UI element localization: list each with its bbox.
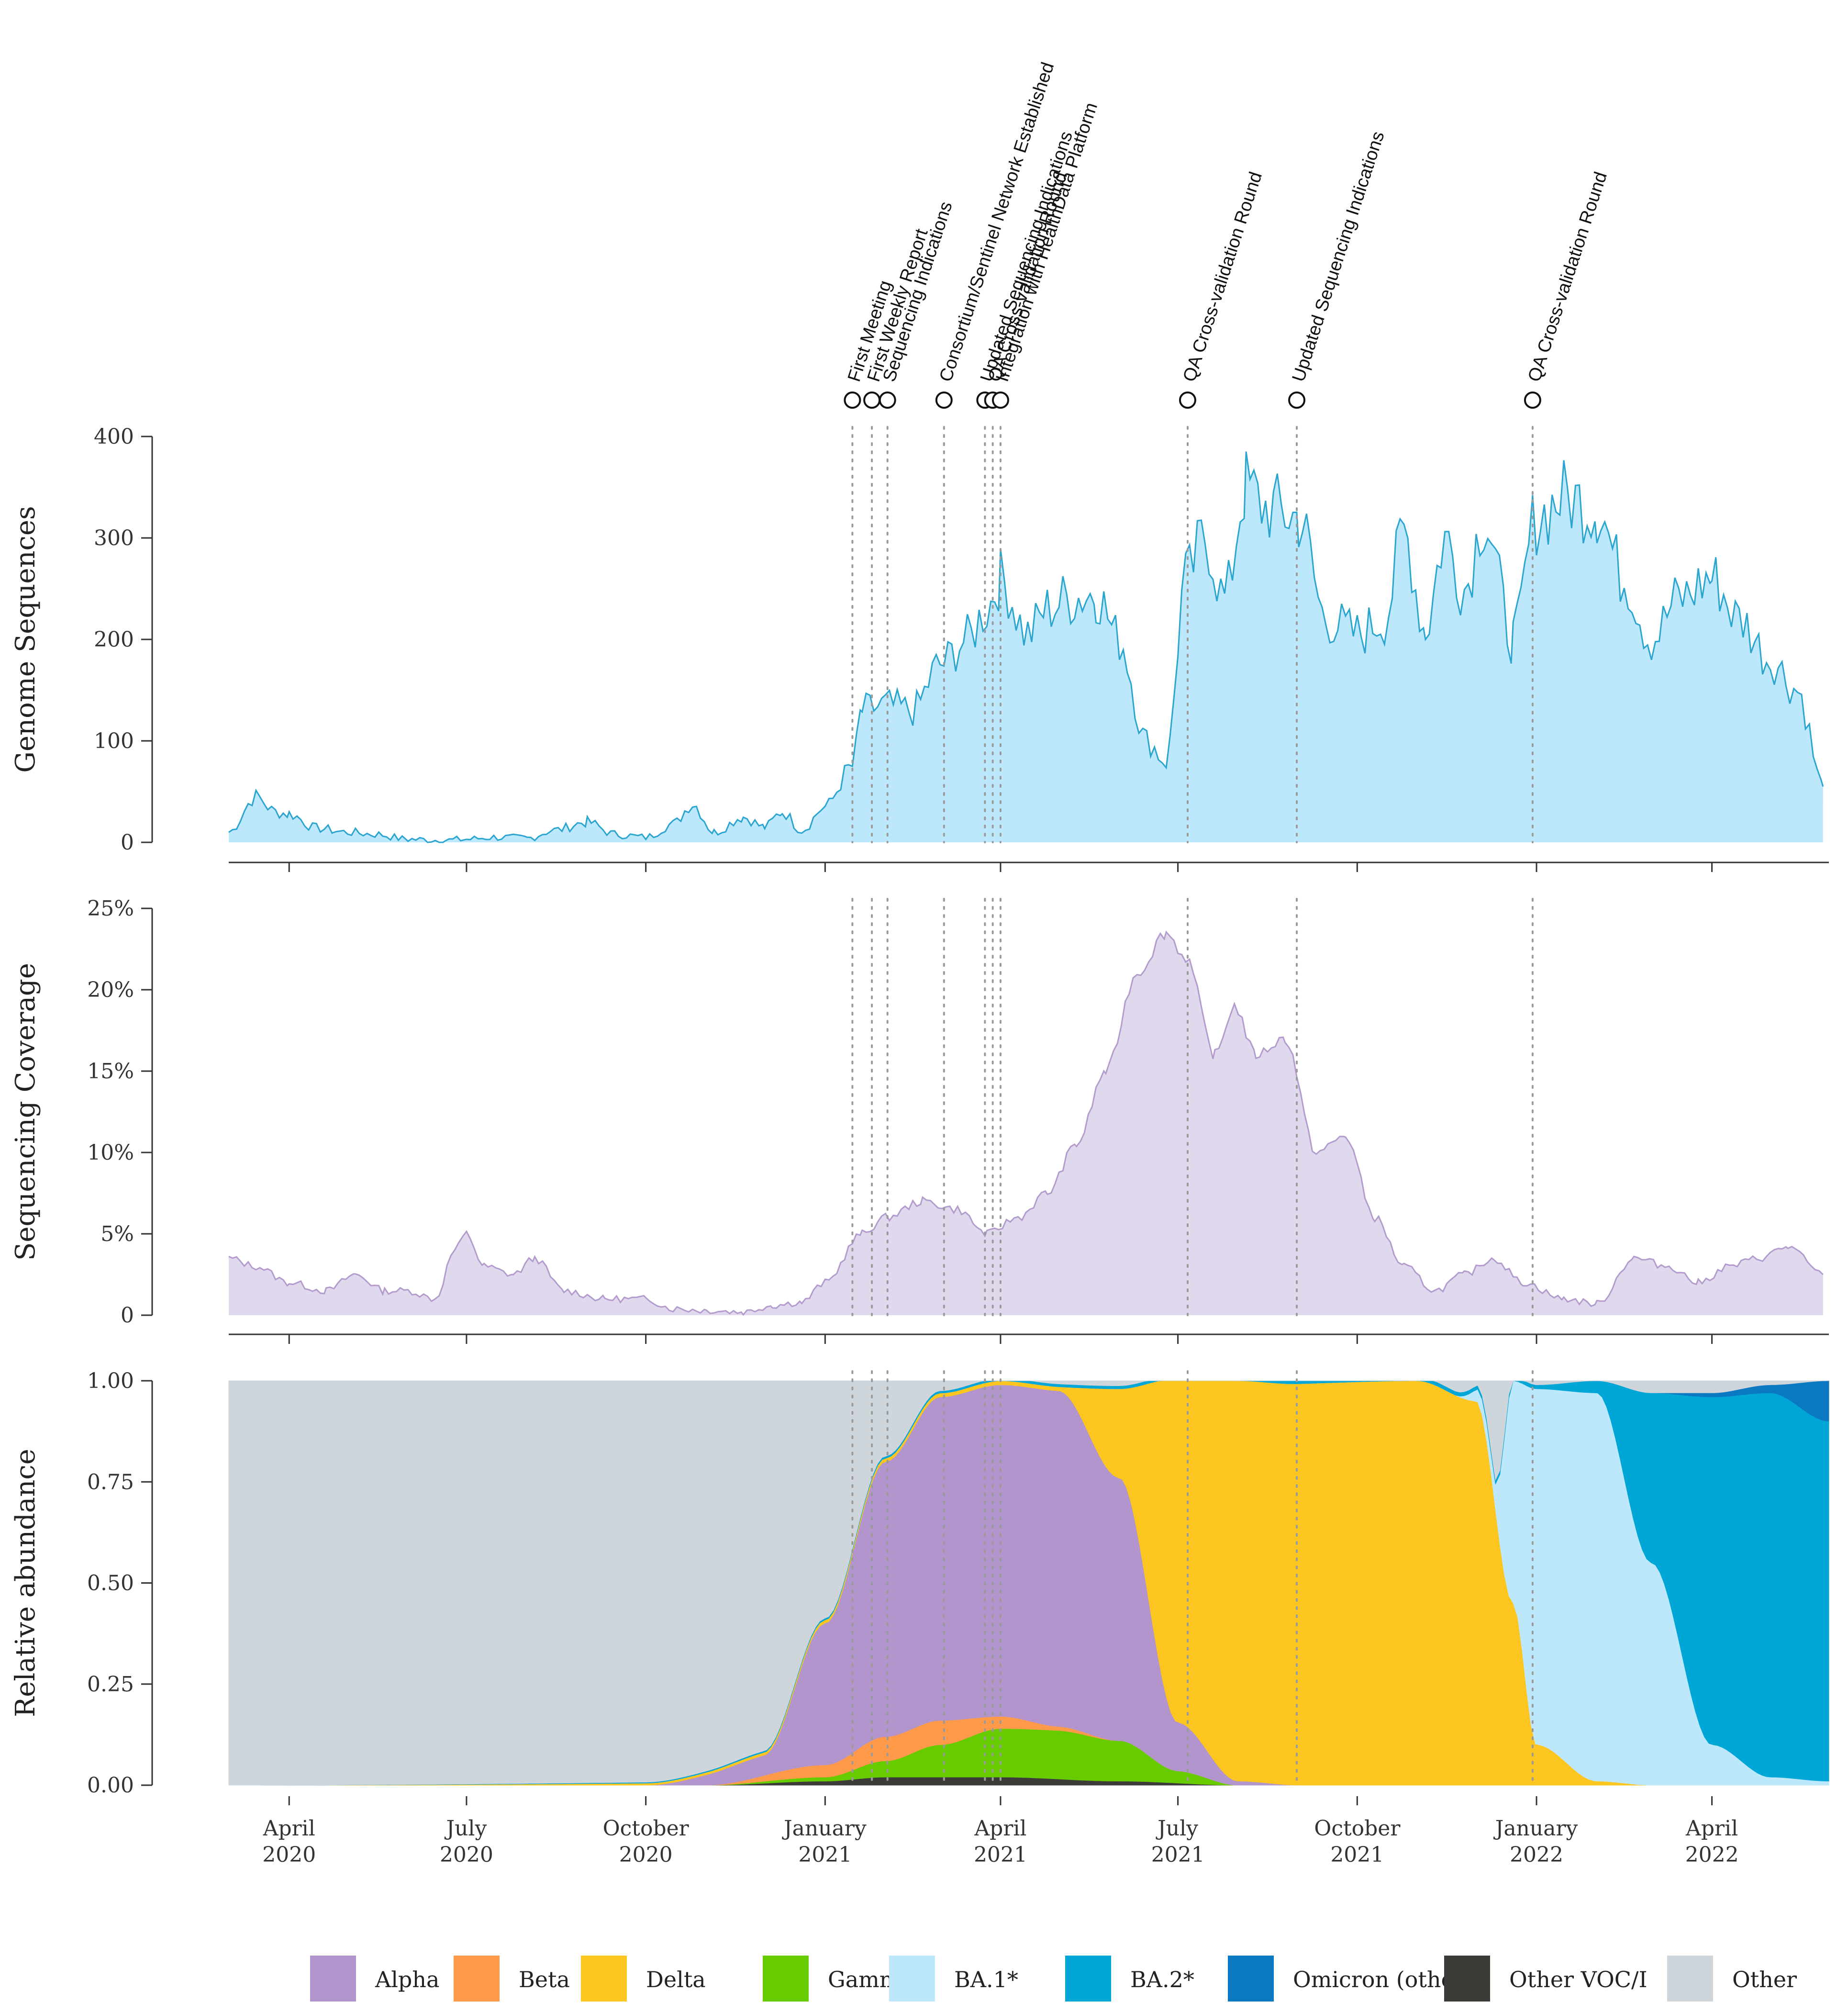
legend-swatch [1667,1956,1713,2002]
sequencing-coverage-area [229,932,1823,1315]
genome-sequences-y-axis-title: Genome Sequences [10,506,41,773]
x-tick-label-year: 2020 [262,1843,316,1867]
x-tick-label-year: 2021 [974,1843,1027,1867]
sequencing-coverage-line [228,930,1824,1316]
legend-label: Delta [646,1967,706,1992]
sequencing-coverage-y-tick-label: 10% [87,1141,134,1165]
genome-sequences-y-tick-label: 300 [94,526,134,550]
legend-label: BA.2* [1130,1967,1194,1992]
event-marker [1179,391,1196,409]
stack-other [228,1380,1829,1786]
legend: Alpha Beta Delta Gamma BA.1* BA.2* Omicron (ot… [310,1956,1797,2002]
relative-abundance-y-tick-label: 0.50 [87,1571,134,1596]
genome-sequences-area [229,451,1823,842]
legend-label: Other VOC/I [1509,1967,1648,1992]
legend-label: Other [1732,1967,1797,1992]
genome-sequences-line [228,451,1824,843]
legend-swatch [889,1956,935,2002]
genome-sequences-panel: 0 100 200 300 400 Genome Sequences [10,425,1829,872]
genome-sequences-y-tick-label: 400 [94,425,134,449]
x-tick-label-year: 2021 [1151,1843,1205,1867]
sequencing-coverage-y-tick-label: 20% [87,978,134,1002]
legend-label: Beta [519,1967,570,1992]
genome-sequences-y-tick-label: 0 [121,830,134,855]
x-tick-label-month: January [782,1816,867,1841]
x-tick-label-month: April [1685,1816,1738,1841]
relative-abundance-y-axis-title: Relative abundance [10,1449,41,1717]
x-tick-label-year: 2022 [1510,1843,1563,1867]
event-marker [1288,391,1306,409]
x-axis: April2020July2020October2020January2021A… [262,1796,1739,1867]
x-tick-label-month: October [1314,1816,1401,1841]
relative-abundance-y-tick-label: 1.00 [87,1369,134,1393]
relative-abundance-y-tick-label: 0.75 [87,1470,134,1494]
sequencing-coverage-y-tick-label: 25% [87,896,134,921]
event-label: QA Cross-validation Round [1180,169,1267,384]
x-tick-label-year: 2020 [440,1843,493,1867]
legend-swatch [581,1956,627,2002]
legend-swatch [1444,1956,1490,2002]
x-tick-label-year: 2021 [798,1843,852,1867]
x-tick-label-month: July [1156,1816,1198,1841]
relative-abundance-y-tick-label: 0.25 [87,1672,134,1697]
x-tick-label-month: July [444,1816,487,1841]
genome-sequences-y-tick-label: 100 [94,729,134,753]
x-tick-label-month: October [603,1816,690,1841]
event-label: Updated Sequencing Indications [1289,129,1389,384]
genome-sequences-y-tick-label: 200 [94,627,134,652]
legend-swatch [310,1956,356,2002]
event-marker [935,391,953,409]
event-marker [1524,391,1541,409]
event-marker [863,391,881,409]
event-marker [844,391,861,409]
x-tick-label-year: 2021 [1330,1843,1384,1867]
x-tick-label-month: April [263,1816,315,1841]
relative-abundance-y-tick-label: 0.00 [87,1773,134,1798]
legend-label: Alpha [375,1967,439,1992]
legend-swatch [1228,1956,1274,2002]
legend-label: Omicron (other) [1293,1967,1473,1992]
event-label: QA Cross-validation Round [1525,169,1612,384]
legend-swatch [763,1956,809,2002]
legend-swatch [454,1956,500,2002]
sequencing-coverage-panel: 0 5% 10% 15% 20% 25% Sequencing Coverage [10,896,1829,1344]
sequencing-coverage-y-axis-title: Sequencing Coverage [10,963,41,1261]
x-tick-label-year: 2020 [619,1843,673,1867]
x-tick-label-year: 2022 [1685,1843,1739,1867]
legend-label: BA.1* [954,1967,1018,1992]
x-tick-label-month: April [974,1816,1026,1841]
x-tick-label-month: January [1493,1816,1578,1841]
event-marker [991,391,1009,409]
event-marker [879,391,896,409]
event-label: Integration with HealthData Platform [992,100,1102,384]
sequencing-coverage-y-tick-label: 15% [87,1059,134,1084]
legend-swatch [1065,1956,1111,2002]
sequencing-coverage-y-tick-label: 0 [121,1303,134,1328]
sequencing-coverage-y-tick-label: 5% [100,1222,134,1246]
relative-abundance-panel: 0.00 0.25 0.50 0.75 1.00 Relative abundance [10,1369,1829,1798]
